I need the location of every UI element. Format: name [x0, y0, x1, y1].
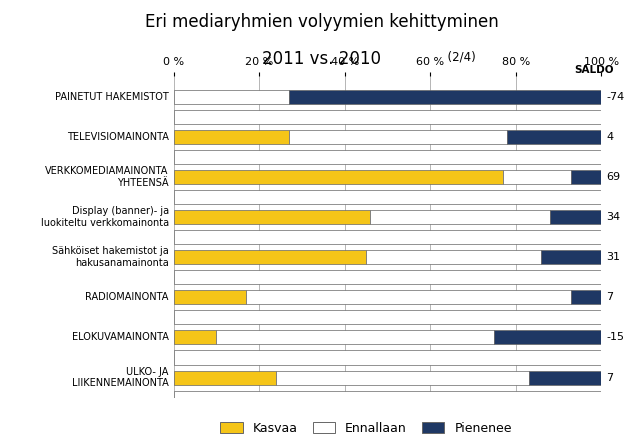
Text: 2011 vs. 2010: 2011 vs. 2010: [262, 50, 381, 68]
Text: Eri mediaryhmien volyymien kehittyminen: Eri mediaryhmien volyymien kehittyminen: [145, 13, 498, 31]
Bar: [174, 210, 370, 224]
Bar: [507, 130, 601, 144]
Bar: [174, 250, 366, 264]
Bar: [494, 330, 601, 344]
Bar: [289, 130, 507, 144]
Bar: [174, 110, 601, 124]
Bar: [174, 130, 289, 144]
Bar: [174, 270, 601, 284]
Bar: [366, 250, 541, 264]
Bar: [174, 391, 601, 405]
Bar: [541, 250, 601, 264]
Legend: Kasvaa, Ennallaan, Pienenee: Kasvaa, Ennallaan, Pienenee: [215, 417, 517, 437]
Bar: [174, 230, 601, 244]
Bar: [174, 310, 601, 324]
Bar: [174, 170, 503, 184]
Text: (2/4): (2/4): [440, 50, 476, 63]
Bar: [246, 290, 571, 304]
Bar: [174, 290, 246, 304]
Bar: [571, 290, 614, 304]
Bar: [174, 150, 601, 164]
Bar: [529, 371, 601, 385]
Title: Eri mediaryhmien volyymien kehittyminen
2011 vs. 2010  (2/4): Eri mediaryhmien volyymien kehittyminen …: [0, 436, 1, 437]
Bar: [174, 330, 216, 344]
Bar: [571, 170, 601, 184]
Bar: [503, 170, 571, 184]
Bar: [370, 210, 550, 224]
Bar: [276, 371, 529, 385]
Bar: [174, 90, 289, 104]
Bar: [174, 350, 601, 364]
Bar: [174, 371, 276, 385]
Text: SALDO: SALDO: [575, 65, 614, 75]
Bar: [550, 210, 601, 224]
Bar: [289, 90, 601, 104]
Bar: [216, 330, 494, 344]
Bar: [174, 190, 601, 204]
